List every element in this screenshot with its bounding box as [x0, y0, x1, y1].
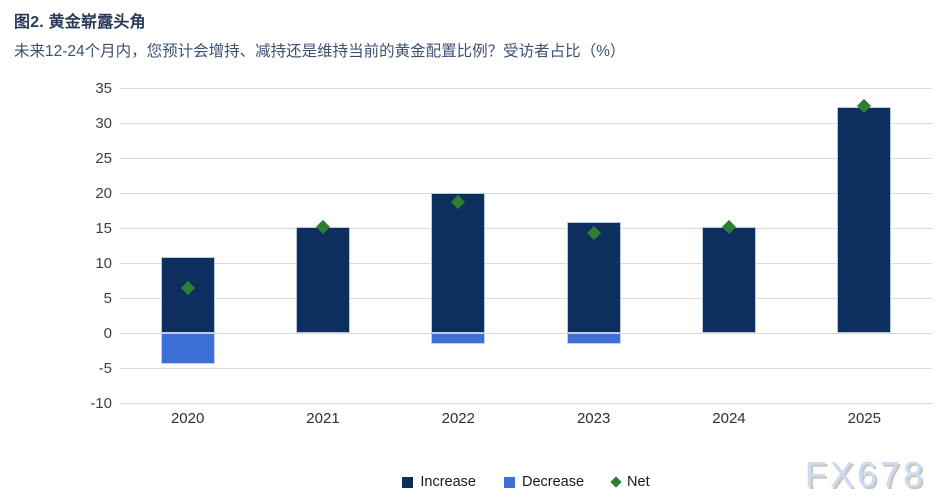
legend-label: Decrease [521, 474, 585, 490]
bar-increase-2021 [296, 226, 350, 333]
legend-swatch-net-diamond-icon [610, 476, 622, 488]
legend-swatch-decrease-square-icon [503, 476, 515, 488]
x-axis-label-2023: 2023 [576, 410, 611, 427]
y-axis-label: 0 [103, 325, 112, 342]
x-axis-label-2022: 2022 [441, 410, 475, 427]
y-axis-label: 15 [95, 220, 112, 237]
bar-decrease-2022 [431, 333, 486, 344]
y-axis-label: 35 [95, 80, 112, 97]
figure-title: 图2. 黄金崭露头角 [14, 14, 146, 31]
chart-header: 图2. 黄金崭露头角 未来12-24个月内，您预计会增持、减持还是维持当前的黄金… [14, 8, 914, 61]
gold-allocation-chart: 35 30 25 20 15 10 5 0 -5 -10 [0, 81, 940, 411]
grid-line [120, 403, 932, 404]
legend-label: Increase [420, 474, 476, 490]
grid-line [120, 158, 932, 159]
y-axis-label: 25 [95, 150, 112, 167]
legend-item-net: Net [610, 474, 650, 490]
grid-line [120, 368, 932, 369]
plot-area [120, 88, 932, 404]
bar-decrease-2023 [566, 333, 621, 345]
y-axis-label: -10 [90, 395, 112, 412]
x-axis-label-2020: 2020 [170, 410, 205, 427]
y-axis-label: 10 [95, 255, 112, 272]
legend-item-increase: Increase [402, 474, 476, 490]
y-axis-label: 20 [95, 185, 112, 202]
grid-line [120, 298, 932, 299]
x-axis-label-2024: 2024 [712, 410, 746, 427]
grid-line [120, 123, 932, 124]
legend-label: Net [627, 474, 650, 490]
bar-increase-2024 [702, 227, 756, 333]
grid-line [120, 193, 932, 194]
grid-line [120, 88, 932, 89]
bar-decrease-2020 [160, 333, 215, 364]
y-axis-label: 30 [95, 115, 112, 132]
x-axis: 2020 2021 2022 2023 2024 2025 [120, 410, 932, 430]
bar-increase-2023 [566, 222, 621, 333]
grid-line [120, 263, 932, 264]
legend-item-decrease: Decrease [503, 474, 585, 490]
bar-increase-2022 [431, 193, 486, 333]
figure-subtitle: 未来12-24个月内，您预计会增持、减持还是维持当前的黄金配置比例？受访者占比（… [14, 43, 626, 60]
grid-line [120, 228, 932, 229]
x-axis-label-2025: 2025 [847, 410, 881, 427]
grid-line [120, 333, 932, 334]
chart-legend: Increase Decrease Net [120, 474, 932, 490]
watermark: FX678 [804, 454, 926, 495]
y-axis-label: 5 [103, 290, 112, 307]
legend-swatch-increase-square-icon [402, 476, 414, 488]
x-axis-label-2021: 2021 [306, 410, 340, 427]
y-axis-label: -5 [98, 360, 112, 377]
bar-increase-2025 [837, 106, 892, 333]
bar-increase-2020 [160, 257, 215, 333]
